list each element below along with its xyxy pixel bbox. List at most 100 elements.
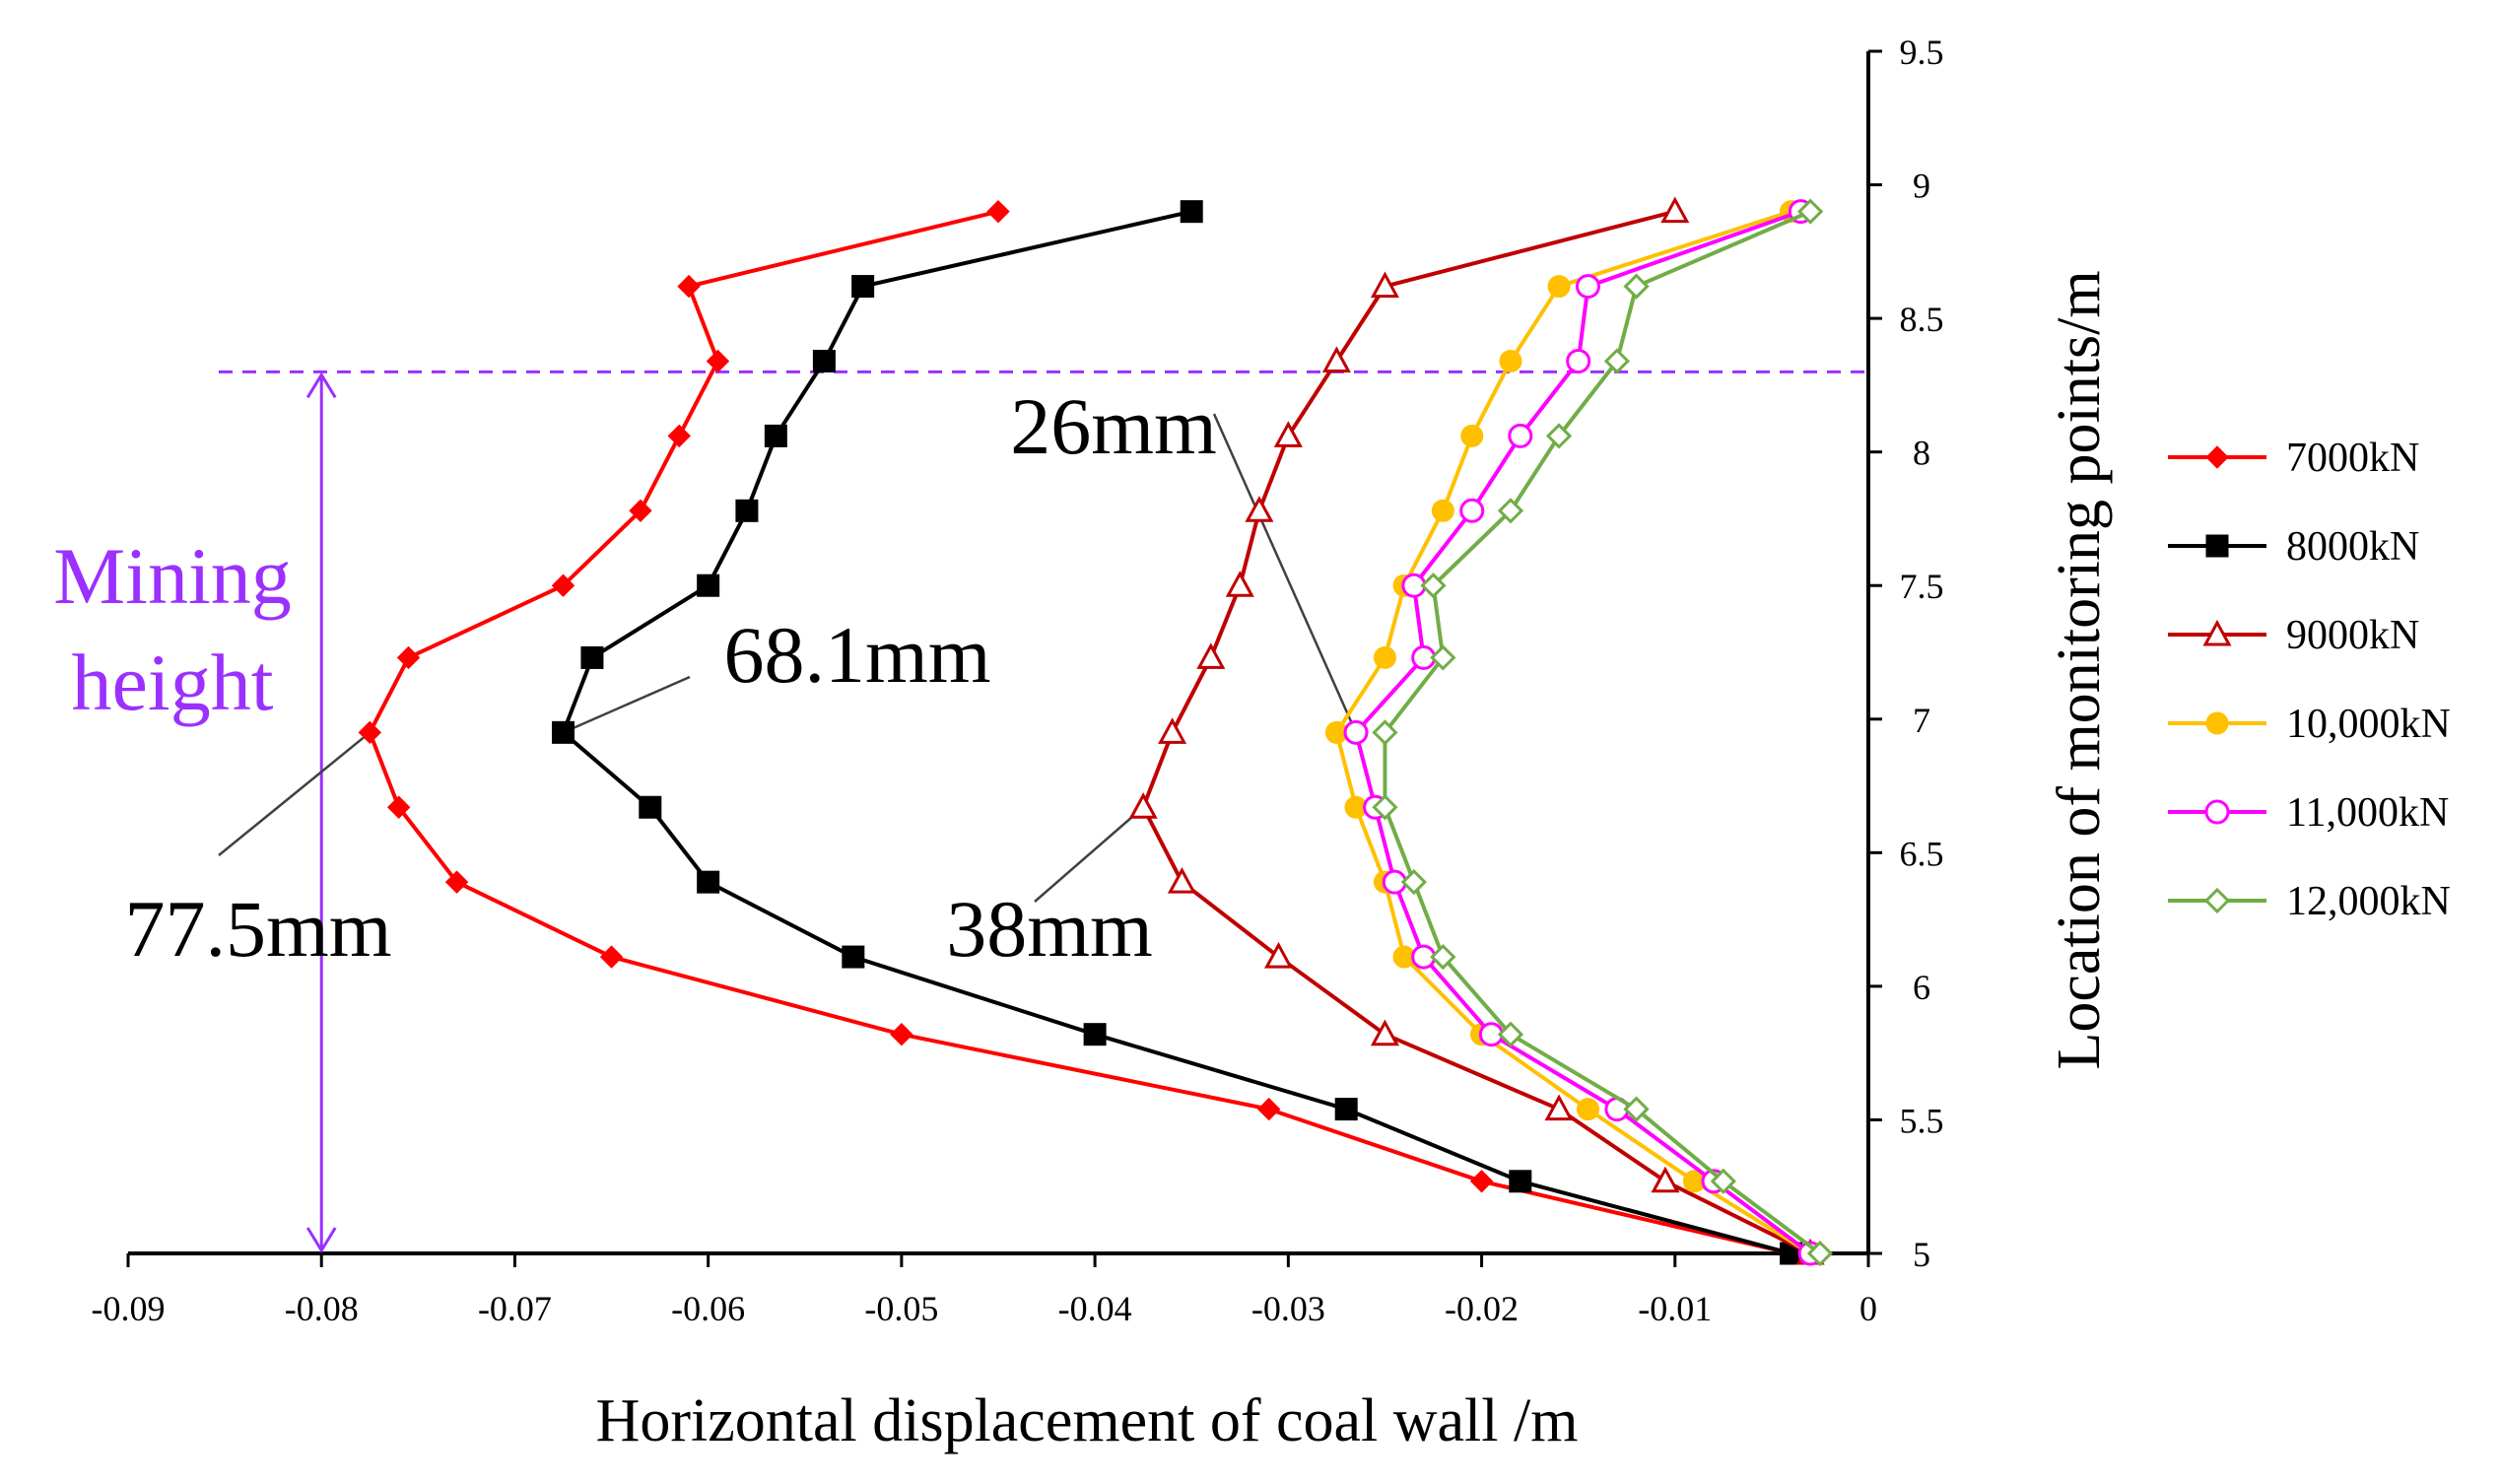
y-tick-label: 6.5 xyxy=(1900,834,1944,873)
data-point-11-000kn xyxy=(1575,274,1600,300)
legend-item-11-000kn: 11,000kN xyxy=(2168,790,2449,836)
x-tick-label: -0.06 xyxy=(671,1289,745,1328)
series-12-000kn xyxy=(1372,198,1834,1267)
data-point-8000kn xyxy=(552,720,575,744)
axes: -0.09 -0.08 -0.07 -0.06 -0.05 -0.04 -0.03 -0.02… xyxy=(92,33,1944,1328)
x-tick-label: -0.02 xyxy=(1445,1289,1519,1328)
data-point-12-000kn xyxy=(1430,943,1456,971)
callout-26mm: 26mm xyxy=(1010,381,1217,471)
data-point-12-000kn xyxy=(1497,498,1524,524)
data-point-9000kn xyxy=(1651,1166,1680,1193)
legend-marker xyxy=(2204,799,2230,825)
data-point-9000kn xyxy=(1660,196,1690,224)
legend-label: 12,000kN xyxy=(2286,879,2451,924)
callout-leader-68-1mm xyxy=(562,675,691,734)
callout-38mm: 38mm xyxy=(946,884,1153,974)
y-axis-label: Location of monitoring points/m xyxy=(2046,270,2113,1069)
data-point-12-000kn xyxy=(1420,573,1447,599)
series-line-9000kn xyxy=(1141,209,1812,1255)
series-10-000kn xyxy=(1324,200,1822,1265)
data-point-8000kn xyxy=(764,424,787,447)
legend-marker xyxy=(2202,619,2232,646)
data-point-7000kn xyxy=(1469,1170,1494,1193)
data-point-12-000kn xyxy=(1372,719,1398,746)
data-point-10-000kn xyxy=(1431,499,1454,522)
data-point-8000kn xyxy=(735,499,759,522)
x-tick-label: -0.05 xyxy=(864,1289,938,1328)
data-point-7000kn xyxy=(1257,1097,1281,1121)
data-point-7000kn xyxy=(890,1022,913,1046)
callout-68-1mm: 68.1mm xyxy=(723,610,990,700)
data-point-8000kn xyxy=(580,645,604,669)
annotations: Mining height xyxy=(53,370,1868,1253)
x-tick-label: -0.04 xyxy=(1058,1289,1132,1328)
legend-item-9000kn: 9000kN xyxy=(2168,613,2419,658)
x-axis-label: Horizontal displacement of coal wall /m xyxy=(596,1387,1579,1454)
legend-label: 9000kN xyxy=(2286,613,2419,658)
y-tick-label: 9 xyxy=(1913,167,1930,206)
data-point-12-000kn xyxy=(1545,423,1573,449)
series-7000kn xyxy=(358,199,1803,1265)
mining-height-arrowhead-top xyxy=(305,371,337,399)
y-tick-label: 6 xyxy=(1913,968,1930,1007)
data-point-7000kn xyxy=(551,573,575,597)
y-tick-label: 8 xyxy=(1913,434,1930,473)
data-point-9000kn xyxy=(1225,571,1254,597)
data-point-12-000kn xyxy=(1623,1096,1650,1122)
mining-height-label-line1: Mining xyxy=(53,531,291,621)
legend-item-12-000kn: 12,000kN xyxy=(2168,879,2451,924)
mining-height-label-line2: height xyxy=(72,638,274,727)
data-point-9000kn xyxy=(1370,271,1399,299)
y-tick-label: 5 xyxy=(1913,1235,1930,1274)
data-point-8000kn xyxy=(697,870,720,894)
y-tick-label: 5.5 xyxy=(1900,1101,1944,1140)
legend-item-10-000kn: 10,000kN xyxy=(2168,702,2451,747)
legend-marker xyxy=(2205,445,2229,469)
data-point-12-000kn xyxy=(1430,644,1456,671)
data-point-12-000kn xyxy=(1372,794,1398,821)
data-point-12-000kn xyxy=(1623,273,1650,300)
data-point-11-000kn xyxy=(1566,348,1591,373)
data-point-7000kn xyxy=(387,795,411,819)
series-line-12-000kn xyxy=(1383,209,1822,1255)
data-point-10-000kn xyxy=(1576,1098,1599,1121)
callout-77-5mm: 77.5mm xyxy=(124,884,391,974)
data-point-9000kn xyxy=(1245,496,1274,522)
data-point-7000kn xyxy=(667,424,691,448)
data-point-9000kn xyxy=(1544,1094,1574,1121)
data-point-7000kn xyxy=(986,199,1010,224)
x-tick-label: -0.08 xyxy=(285,1289,359,1328)
data-point-7000kn xyxy=(677,274,701,299)
data-point-7000kn xyxy=(599,945,624,969)
data-point-7000kn xyxy=(444,870,469,894)
data-point-12-000kn xyxy=(1797,198,1824,225)
data-point-10-000kn xyxy=(1460,424,1484,447)
y-tick-label: 9.5 xyxy=(1900,33,1944,72)
data-point-9000kn xyxy=(1273,421,1303,447)
data-point-12-000kn xyxy=(1497,1021,1524,1047)
legend-label: 10,000kN xyxy=(2286,702,2451,747)
data-point-8000kn xyxy=(1180,200,1203,224)
legend-marker xyxy=(2203,887,2231,914)
x-tick-label: 0 xyxy=(1859,1289,1877,1328)
data-point-12-000kn xyxy=(1710,1168,1736,1194)
data-point-8000kn xyxy=(639,795,662,819)
data-point-7000kn xyxy=(629,499,652,523)
data-point-10-000kn xyxy=(1373,645,1396,669)
data-point-10-000kn xyxy=(1547,275,1571,299)
legend-label: 11,000kN xyxy=(2286,790,2449,836)
legend-marker xyxy=(2205,534,2229,558)
data-point-8000kn xyxy=(1334,1098,1358,1121)
series-8000kn xyxy=(552,200,1803,1265)
data-point-8000kn xyxy=(812,349,836,372)
data-point-7000kn xyxy=(396,645,421,670)
data-point-9000kn xyxy=(1158,717,1187,744)
y-tick-label: 7.5 xyxy=(1900,567,1944,606)
series xyxy=(358,196,1834,1267)
y-tick-label: 8.5 xyxy=(1900,300,1944,339)
data-point-11-000kn xyxy=(1508,423,1533,448)
data-point-7000kn xyxy=(706,349,730,373)
data-point-11-000kn xyxy=(1459,498,1485,523)
data-point-12-000kn xyxy=(1806,1240,1834,1267)
